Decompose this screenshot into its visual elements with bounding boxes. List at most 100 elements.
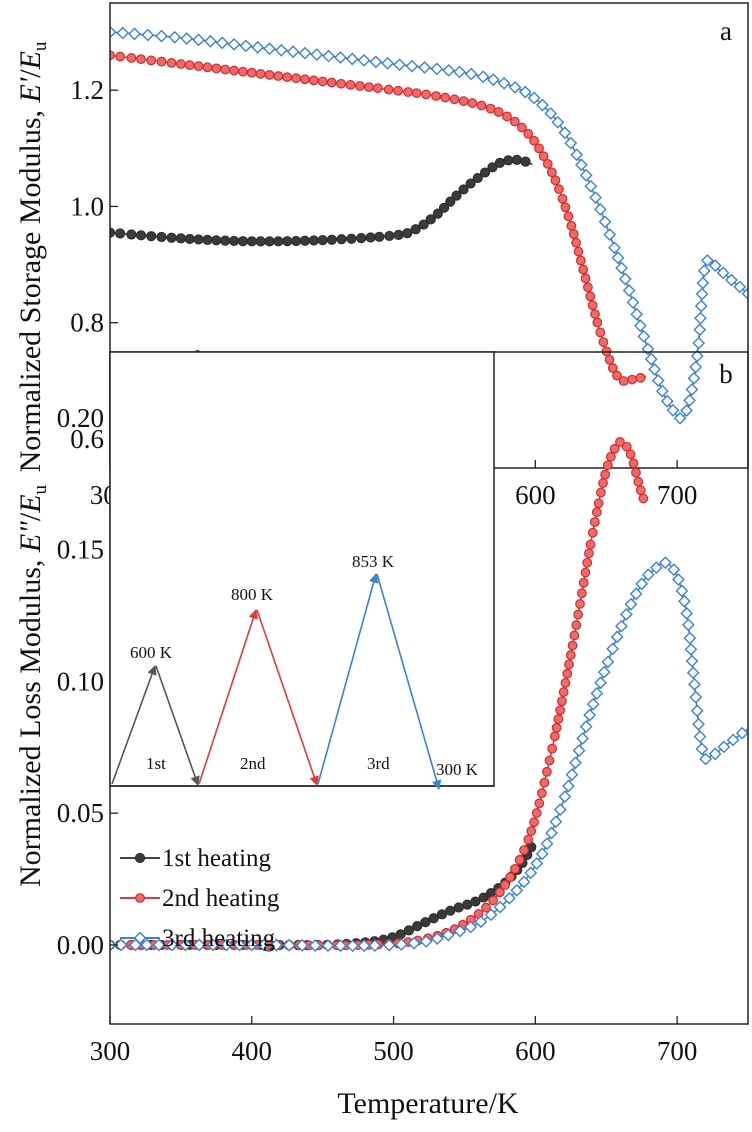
panel-a-series-2-point bbox=[568, 229, 579, 239]
panel-b-series-3-point bbox=[453, 924, 467, 938]
panel-b-series-3-point bbox=[583, 708, 597, 722]
panel-b-series-2-point bbox=[569, 630, 580, 641]
panel-b-series-2-point bbox=[625, 449, 636, 460]
panel-b-series-3-point bbox=[699, 752, 713, 766]
panel-a-series-1-point bbox=[273, 236, 284, 247]
panel-b-legend-label: 3rd heating bbox=[162, 925, 276, 952]
panel-a-series-2-point bbox=[485, 103, 496, 114]
x-axis-title: Temperature/K bbox=[337, 1087, 518, 1120]
panel-a-series-3-point bbox=[611, 251, 625, 265]
panel-b-series-3-point bbox=[464, 920, 478, 934]
panel-a-series-3-point bbox=[141, 28, 155, 42]
panel-a-series-2-point bbox=[308, 75, 319, 86]
panel-a-series-2-point bbox=[326, 77, 337, 88]
panel-a-series-2-point bbox=[421, 89, 432, 100]
inset-3rd-cooling-arrow bbox=[376, 573, 442, 790]
panel-a-series-2-point bbox=[607, 363, 618, 373]
panel-a-series-2-point bbox=[595, 327, 606, 338]
panel-b-series-3-point bbox=[545, 826, 558, 840]
panel-b-series-3-point bbox=[346, 939, 359, 953]
panel-b-series-3-point bbox=[540, 837, 554, 851]
panel-a-series-2-point bbox=[229, 65, 239, 76]
panel-b-legend-marker bbox=[133, 931, 147, 945]
panel-a-series-3-point bbox=[430, 62, 444, 76]
panel-b-series-2-point bbox=[536, 788, 547, 799]
panel-a-series-3-point bbox=[180, 32, 194, 45]
panel-a-series-2-point bbox=[534, 143, 544, 154]
panel-a-y-tick-label: 0.6 bbox=[70, 424, 104, 454]
panel-b-series-2-point bbox=[560, 678, 571, 688]
panel-a-series-1-point bbox=[511, 154, 522, 165]
panel-b-series-layer bbox=[110, 437, 748, 953]
panel-b-series-3-point bbox=[658, 556, 672, 570]
panel-a-series-2-point bbox=[115, 51, 126, 62]
panel-b-series-3-point bbox=[569, 756, 582, 770]
panel-a-series-3-point bbox=[641, 342, 655, 356]
panel-b-series-3-point bbox=[140, 938, 154, 952]
panel-a-series-1-point bbox=[228, 235, 240, 247]
panel-b-series-2-point bbox=[549, 731, 560, 742]
panel-b-series-2-point bbox=[564, 659, 574, 670]
panel-b-series-3-point bbox=[549, 815, 563, 829]
panel-b-series-3-point bbox=[394, 938, 408, 951]
panel-a-series-3-point bbox=[651, 374, 665, 387]
panel-b-series-3-point bbox=[624, 597, 638, 611]
panel-a-series-3-point bbox=[733, 280, 747, 294]
panel-a-series-3-point bbox=[442, 63, 456, 77]
panel-a-series-2-point bbox=[372, 83, 383, 94]
panel-a-series-3-point bbox=[694, 311, 707, 325]
panel-a-series-1 bbox=[110, 154, 533, 247]
panel-a-series-1-point bbox=[458, 184, 469, 195]
panel-a-series-1-point bbox=[317, 235, 328, 246]
inset-end-temp: 300 K bbox=[436, 760, 479, 779]
panel-a-series-3-point bbox=[725, 273, 738, 287]
panel-a-series-2-point bbox=[110, 50, 115, 61]
panel-a-series-3-point bbox=[683, 394, 696, 407]
panel-b-series-2-point bbox=[500, 880, 511, 890]
panel-b-series-3-point bbox=[717, 740, 731, 754]
panel-a-series-3-point bbox=[666, 403, 680, 417]
panel-b-legend-label: 1st heating bbox=[162, 845, 272, 872]
panel-a-series-1-point bbox=[472, 172, 483, 184]
panel-b-series-1-point bbox=[436, 909, 448, 920]
panel-b-series-2-point bbox=[575, 599, 585, 609]
panel-b-series-3-point bbox=[535, 847, 549, 861]
panel-b-series-2-point bbox=[598, 478, 608, 488]
inset-frame bbox=[109, 351, 495, 787]
panel-b-series-1-point bbox=[470, 896, 481, 907]
panel-a-series-2-point bbox=[354, 81, 365, 91]
panel-b-series-3-point bbox=[629, 587, 643, 601]
inset-3rd-heating-arrow bbox=[317, 573, 379, 785]
panel-b-series-3-point bbox=[667, 563, 681, 577]
panel-a-series-1-point bbox=[299, 235, 311, 246]
panel-b-series-3-point bbox=[530, 857, 544, 870]
panel-b-legend-item-3: 3rd heating bbox=[120, 925, 276, 952]
panel-b-series-3-point bbox=[441, 928, 455, 942]
panel-a-series-2-point bbox=[291, 73, 301, 84]
panel-a-series-3-point bbox=[508, 81, 522, 94]
panel-a-series-2-point bbox=[580, 273, 591, 284]
panel-a-series-3-point bbox=[695, 287, 709, 301]
panel-a-series-1-point bbox=[494, 157, 505, 168]
panel-b-series-2-point bbox=[621, 441, 632, 452]
panel-b-series-2-point bbox=[488, 895, 498, 906]
panel-a-series-3-point bbox=[286, 45, 300, 59]
panel-a-series-1-point bbox=[264, 236, 275, 247]
panel-a-series-2-point bbox=[345, 79, 356, 90]
panel-a-series-1-point bbox=[202, 234, 213, 245]
inset-peak-1-temp: 600 K bbox=[130, 643, 173, 662]
panel-b-series-3-point bbox=[572, 744, 586, 758]
panel-a-series-3-point bbox=[622, 284, 636, 297]
inset-1st-cooling-arrow bbox=[155, 665, 200, 786]
panel-a-series-2-point bbox=[590, 309, 600, 319]
panel-a-series-3-point bbox=[618, 272, 632, 286]
panel-b-series-2-point bbox=[573, 609, 584, 620]
panel-b-series-2-point bbox=[567, 640, 578, 651]
panel-a-series-1-point bbox=[465, 178, 476, 189]
inset-2nd-heating-arrow bbox=[198, 609, 258, 785]
panel-b-series-1-point bbox=[412, 921, 423, 932]
panel-a-series-3 bbox=[110, 25, 748, 425]
panel-b-series-1-point bbox=[478, 892, 489, 903]
panel-b-series-2-point bbox=[514, 854, 525, 865]
panel-b-series-3-point bbox=[510, 883, 524, 897]
